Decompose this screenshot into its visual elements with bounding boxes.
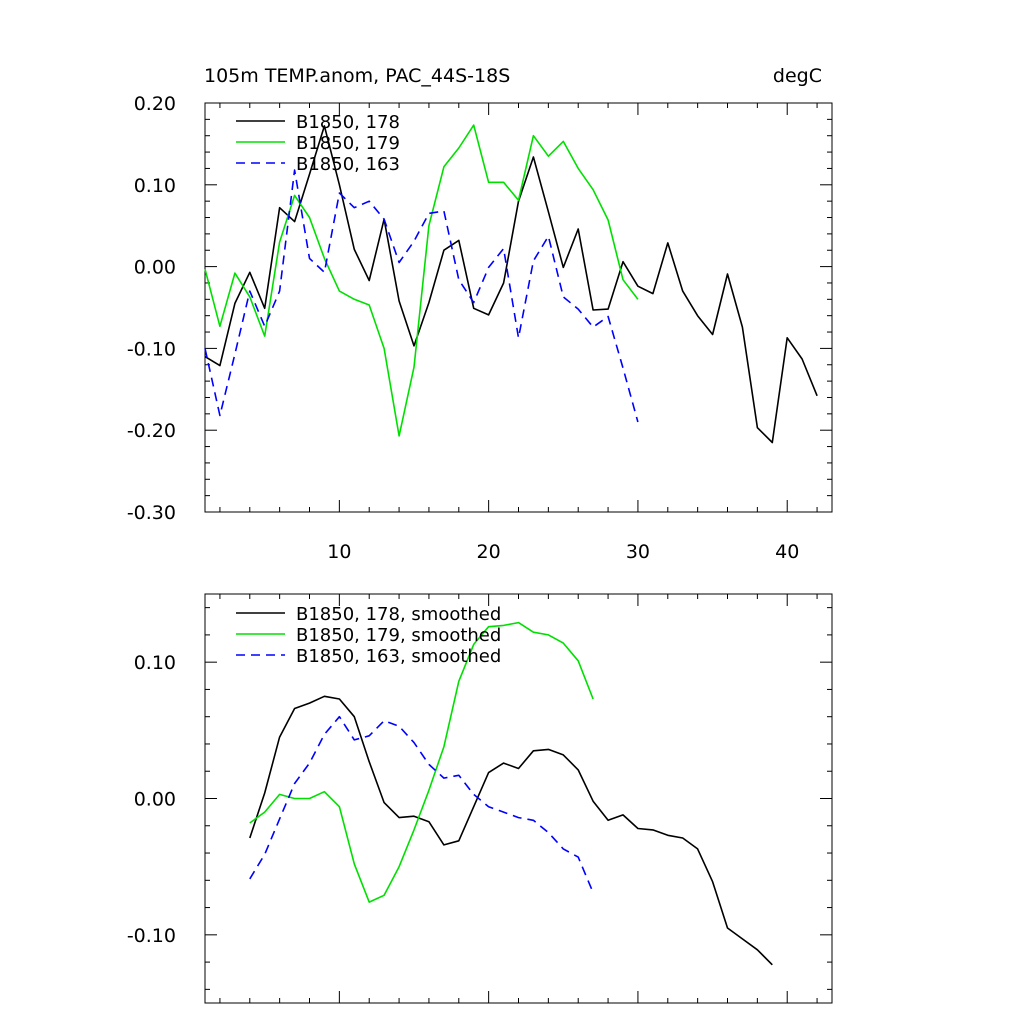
x-tick-label: 30	[626, 541, 650, 563]
units-label: degC	[773, 65, 822, 87]
series-line-2	[204, 124, 639, 437]
chart-title: 105m TEMP.anom, PAC_44S-18S	[204, 65, 510, 87]
y-tick-label: 0.20	[134, 93, 176, 115]
x-tick-label: 40	[775, 541, 799, 563]
legend-label-3: B1850, 163, smoothed	[296, 646, 501, 667]
legend-label-3: B1850, 163	[296, 154, 400, 175]
y-tick-label: -0.30	[127, 502, 176, 524]
x-tick-label: 10	[327, 541, 351, 563]
series-line-3	[204, 169, 639, 423]
y-tick-label: 0.10	[134, 175, 176, 197]
y-tick-label: 0.00	[134, 789, 176, 811]
axis-ticks	[205, 102, 832, 513]
series-line-1	[249, 695, 773, 966]
x-tick-label: 20	[477, 541, 501, 563]
series-line-3	[249, 715, 594, 893]
y-tick-label: -0.20	[127, 420, 176, 442]
series-line-2	[249, 621, 594, 903]
y-tick-label: -0.10	[127, 338, 176, 360]
y-tick-label: -0.10	[127, 925, 176, 947]
legend-label-1: B1850, 178, smoothed	[296, 604, 501, 625]
series-line-1	[204, 125, 818, 444]
legend-label-2: B1850, 179	[296, 133, 400, 154]
legend-label-2: B1850, 179, smoothed	[296, 625, 501, 646]
y-tick-label: 0.00	[134, 257, 176, 279]
legend-label-1: B1850, 178	[296, 112, 400, 133]
top-panel: 105m TEMP.anom, PAC_44S-18S degC 10 20 30 4…	[127, 65, 833, 563]
y-tick-label: 0.10	[134, 652, 176, 674]
axis-ticks	[205, 594, 832, 1003]
